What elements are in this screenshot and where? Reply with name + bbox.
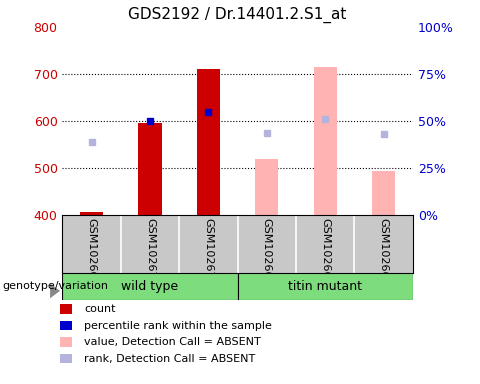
- Bar: [62, 273, 238, 300]
- Bar: [372, 171, 395, 215]
- Bar: [197, 69, 220, 215]
- Bar: [80, 212, 103, 215]
- Bar: [238, 273, 413, 300]
- Text: count: count: [84, 304, 116, 314]
- Text: genotype/variation: genotype/variation: [2, 281, 108, 291]
- Text: GSM102669: GSM102669: [86, 218, 96, 286]
- Text: percentile rank within the sample: percentile rank within the sample: [84, 321, 272, 331]
- Text: titin mutant: titin mutant: [288, 280, 362, 293]
- Text: rank, Detection Call = ABSENT: rank, Detection Call = ABSENT: [84, 354, 255, 364]
- Bar: [255, 159, 278, 215]
- Text: GSM102665: GSM102665: [262, 218, 272, 285]
- Title: GDS2192 / Dr.14401.2.S1_at: GDS2192 / Dr.14401.2.S1_at: [129, 7, 347, 23]
- Bar: [138, 123, 162, 215]
- Text: wild type: wild type: [121, 280, 179, 293]
- Text: GSM102666: GSM102666: [320, 218, 330, 285]
- Bar: [313, 67, 337, 215]
- Text: value, Detection Call = ABSENT: value, Detection Call = ABSENT: [84, 337, 261, 347]
- Text: GSM102671: GSM102671: [145, 218, 155, 286]
- Text: GSM102667: GSM102667: [379, 218, 389, 286]
- Polygon shape: [50, 283, 60, 298]
- Text: GSM102674: GSM102674: [204, 218, 214, 286]
